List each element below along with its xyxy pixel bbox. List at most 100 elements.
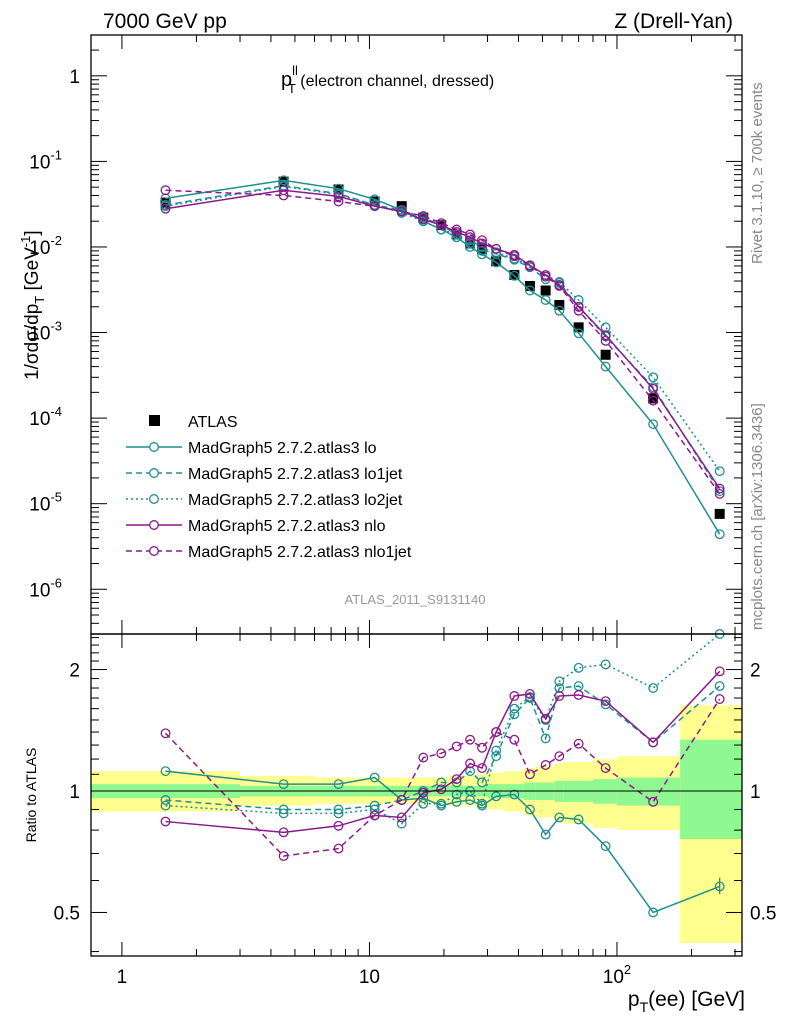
series-point-lo xyxy=(524,804,535,815)
band-inner-bin xyxy=(680,739,742,840)
series-point-nlo xyxy=(278,827,289,838)
legend-marker-nlo xyxy=(149,520,159,530)
series-point-nlo xyxy=(278,185,289,196)
series-point-nlo1jet xyxy=(278,851,289,861)
series-point-nlo1jet xyxy=(648,395,659,406)
series-point-lo xyxy=(714,529,725,540)
series-point-lo1jet xyxy=(369,800,380,811)
ratio-y-tick-label: 0.5 xyxy=(54,903,80,924)
plot-title-rest: (electron channel, dressed) xyxy=(296,73,494,90)
series-point-nlo1jet xyxy=(333,843,344,854)
ratio-y-tick-label-right: 1 xyxy=(750,782,761,803)
series-point-nlo xyxy=(573,690,584,700)
series-point-nlo xyxy=(509,691,520,701)
ratio-y-tick-label-right: 0.5 xyxy=(750,903,776,924)
series-point-nlo1jet xyxy=(396,206,407,217)
atlas-data-point xyxy=(554,299,565,310)
series-point-nlo1jet xyxy=(477,742,487,753)
series-point-lo xyxy=(160,766,171,777)
series-point-nlo1jet xyxy=(714,488,725,499)
series-line-nlo1jet xyxy=(164,698,721,857)
series-point-lo xyxy=(648,419,659,430)
series-point-lo2jet xyxy=(573,295,584,305)
ratio-y-tick-label: 2 xyxy=(69,661,80,682)
series-line-lo1jet xyxy=(165,685,721,811)
header-right: Z (Drell-Yan) xyxy=(614,10,733,33)
series-point-lo2jet xyxy=(554,676,565,687)
x-tick-label: 10 xyxy=(359,967,380,988)
series-point-lo2jet xyxy=(491,247,502,258)
legend-marker-atlas xyxy=(149,415,160,426)
xlabel-rest: (ee) [GeV] xyxy=(648,988,745,1011)
x-tick-label: 1 xyxy=(117,967,128,988)
series-point-nlo1jet xyxy=(554,281,565,291)
legend-label: MadGraph5 2.7.2.atlas3 lo1jet xyxy=(188,466,403,483)
atlas-data-point xyxy=(714,508,725,519)
series-point-nlo xyxy=(465,758,476,769)
series-point-nlo1jet xyxy=(491,727,502,738)
series-point-nlo xyxy=(333,191,344,202)
series-point-lo1jet xyxy=(160,795,171,805)
series-point-nlo xyxy=(451,774,462,785)
series-point-lo2jet xyxy=(278,808,289,819)
series-point-nlo1jet xyxy=(451,741,462,752)
series-point-nlo xyxy=(600,696,611,707)
series-point-nlo1jet xyxy=(600,763,611,774)
y-tick-label-exp: -1 xyxy=(50,147,62,162)
series-point-lo2jet xyxy=(524,692,535,702)
series-point-nlo1jet xyxy=(465,734,476,745)
series-point-nlo1jet xyxy=(477,235,487,246)
xlabel: pT(ee) [GeV] xyxy=(628,988,745,1015)
series-point-lo xyxy=(648,907,659,918)
series-point-nlo1jet xyxy=(160,185,171,196)
ratio-y-tick-label: 1 xyxy=(69,782,80,803)
series-point-lo1jet xyxy=(714,486,725,497)
series-point-lo xyxy=(600,361,611,372)
analysis-tag: ATLAS_2011_S9131140 xyxy=(345,592,486,607)
series-point-lo1jet xyxy=(333,804,344,815)
main-ylabel-sub: T xyxy=(32,296,47,304)
series-point-nlo1jet xyxy=(491,243,502,254)
series-line-nlo1jet xyxy=(165,189,721,495)
series-point-lo xyxy=(573,328,584,339)
y-tick-label-exp: -3 xyxy=(50,319,62,334)
series-point-lo2jet xyxy=(333,808,344,819)
main-ylabel-sup: -1 xyxy=(18,236,33,248)
series-line-lo2jet xyxy=(165,185,721,472)
series-line-lo xyxy=(165,770,720,914)
series-point-nlo1jet xyxy=(573,738,584,749)
y-tick-label-exp: -6 xyxy=(50,575,62,590)
legend-marker-lo xyxy=(149,442,159,452)
series-point-nlo xyxy=(418,214,429,225)
series-point-lo xyxy=(491,791,502,802)
atlas-data-point xyxy=(477,243,488,254)
rivet-label: Rivet 3.1.10, ≥ 700k events xyxy=(749,82,766,264)
series-point-lo xyxy=(540,829,551,840)
series-point-lo xyxy=(369,194,380,205)
series-line-lo2jet xyxy=(165,633,721,825)
main-ylabel: 1/σdσ/dpT [GeV-1] xyxy=(18,230,47,380)
series-point-lo xyxy=(477,249,487,260)
series-point-nlo1jet xyxy=(509,734,520,745)
series-point-lo xyxy=(524,285,535,296)
series-point-lo2jet xyxy=(600,322,611,333)
series-point-lo2jet xyxy=(477,798,487,809)
series-point-nlo xyxy=(477,238,487,249)
series-point-lo xyxy=(509,270,520,281)
main-ylabel-text: 1/σdσ/dp xyxy=(22,304,43,380)
series-point-lo1jet xyxy=(465,766,476,777)
series-point-nlo1jet xyxy=(418,752,429,763)
series-line-lo xyxy=(165,179,721,535)
series-point-lo xyxy=(333,779,344,790)
legend-label: MadGraph5 2.7.2.atlas3 lo xyxy=(188,440,377,457)
series-point-lo2jet xyxy=(573,662,584,673)
series-point-nlo1jet xyxy=(436,218,447,229)
series-point-lo2jet xyxy=(648,372,659,383)
series-point-nlo xyxy=(600,330,611,341)
series-point-lo xyxy=(600,841,611,852)
legend-label: MadGraph5 2.7.2.atlas3 lo2jet xyxy=(188,492,403,509)
series-point-nlo xyxy=(333,820,344,831)
atlas-data-point xyxy=(573,322,584,333)
